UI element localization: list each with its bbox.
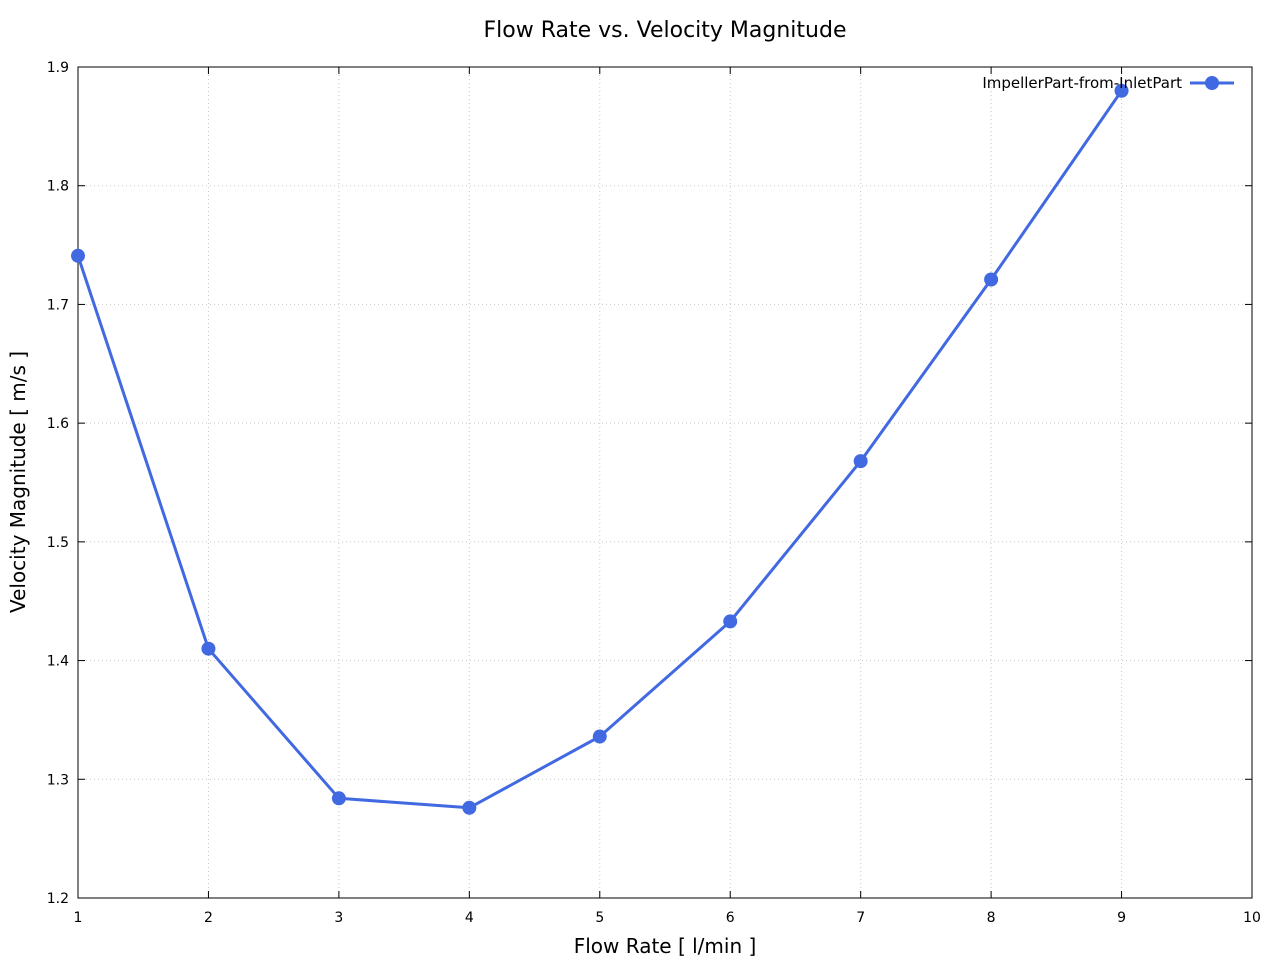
chart-title: Flow Rate vs. Velocity Magnitude <box>484 18 847 43</box>
x-tick-label: 4 <box>465 910 474 926</box>
y-axis-label: Velocity Magnitude [ m/s ] <box>6 351 30 613</box>
x-tick-label: 7 <box>856 910 865 926</box>
data-point <box>592 729 607 744</box>
data-point <box>853 454 868 469</box>
x-tick-label: 10 <box>1243 910 1261 926</box>
y-tick-label: 1.2 <box>47 891 69 907</box>
x-tick-label: 5 <box>595 910 604 926</box>
data-point <box>723 614 738 629</box>
x-tick-label: 1 <box>74 910 83 926</box>
data-point <box>984 272 999 287</box>
y-tick-label: 1.4 <box>47 654 69 670</box>
x-tick-label: 6 <box>726 910 735 926</box>
grid-layer <box>78 67 1252 898</box>
x-axis-label: Flow Rate [ l/min ] <box>574 934 757 958</box>
ticks-layer: 1 2 3 4 5 6 7 8 9 10 1.2 1.3 1.4 1.5 1.6 1.7 1.8 1.9 <box>47 60 1261 926</box>
data-point <box>71 248 85 263</box>
x-tick-label: 9 <box>1117 910 1126 926</box>
y-tick-label: 1.5 <box>47 535 69 551</box>
y-tick-label: 1.3 <box>47 772 69 788</box>
y-tick-label: 1.6 <box>47 416 69 432</box>
plot-frame <box>77 66 1253 899</box>
legend: ImpellerPart-from-InletPart <box>982 74 1234 92</box>
x-tick-label: 3 <box>334 910 343 926</box>
legend-label: ImpellerPart-from-InletPart <box>982 74 1182 92</box>
x-tick-label: 8 <box>987 910 996 926</box>
y-tick-label: 1.7 <box>47 297 69 313</box>
y-tick-label: 1.9 <box>47 60 69 76</box>
x-tick-label: 2 <box>204 910 213 926</box>
data-point <box>201 641 216 656</box>
data-point <box>462 800 477 815</box>
y-tick-label: 1.8 <box>47 179 69 195</box>
data-point <box>331 791 346 806</box>
legend-marker-swatch <box>1205 76 1219 90</box>
data-point <box>1114 83 1129 98</box>
series-layer <box>71 83 1129 815</box>
